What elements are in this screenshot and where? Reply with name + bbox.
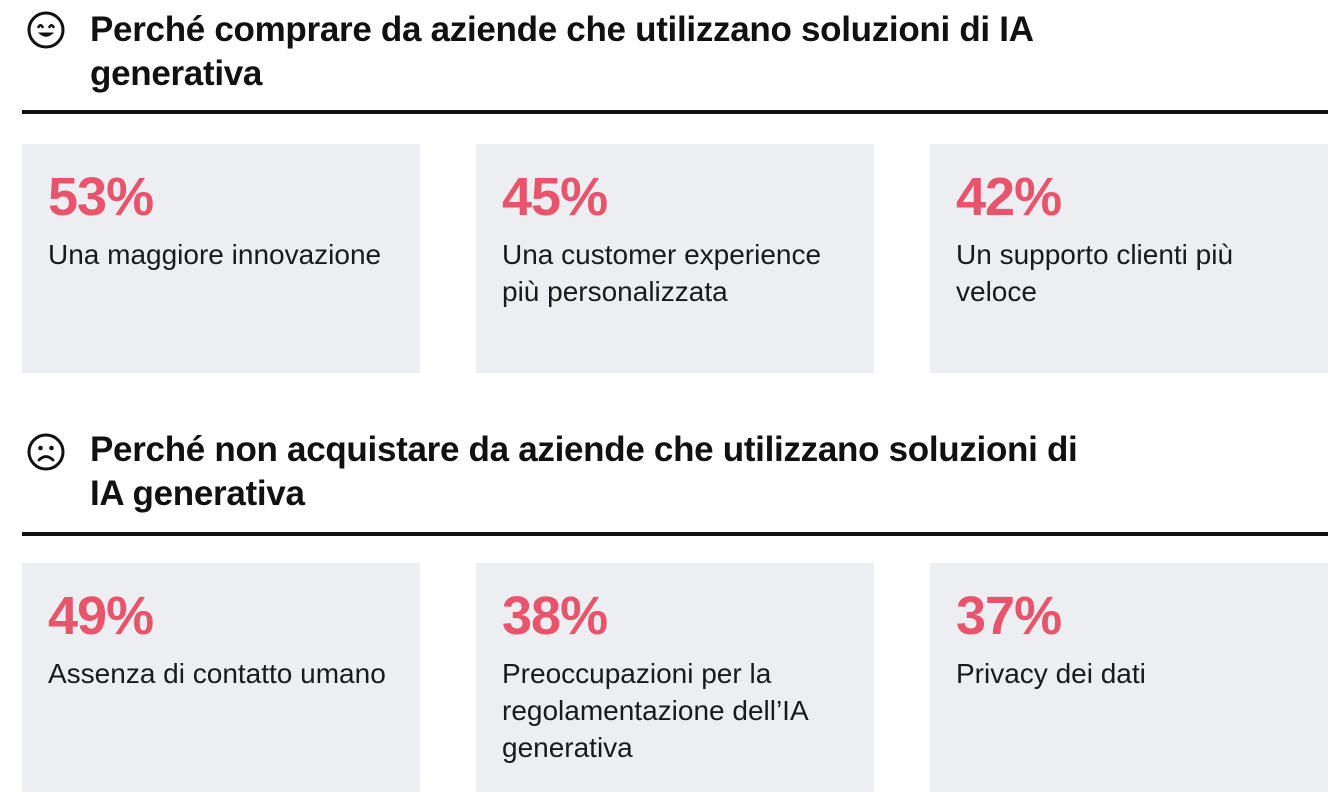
reasons-not-to-buy-cards: 49% Assenza di contatto umano 38% Preocc… (22, 563, 1328, 792)
section-divider (22, 110, 1328, 114)
reasons-to-buy-title: Perché comprare da aziende che utilizzan… (90, 10, 1033, 93)
reasons-to-buy-cards: 53% Una maggiore innovazione 45% Una cus… (22, 144, 1328, 373)
stat-percentage: 42% (956, 167, 1062, 227)
stat-percentage: 38% (502, 586, 608, 646)
stat-label: Un supporto clienti più veloce (956, 239, 1234, 307)
stat-card: 42% Un supporto clienti più veloce (930, 144, 1328, 373)
stat-card: 53% Una maggiore innovazione (22, 144, 420, 373)
stat-label: Una maggiore innovazione (48, 239, 382, 270)
reasons-to-buy-header: Perché comprare da aziende che utilizzan… (22, 0, 1328, 112)
stat-label: Una customer experience più personalizza… (502, 239, 822, 307)
reasons-not-to-buy-title: Perché non acquistare da aziende che uti… (90, 430, 1078, 513)
stat-card: 38% Preoccupazioni per la regolamentazio… (476, 563, 874, 792)
smiling-face-icon (27, 11, 65, 49)
stat-percentage: 37% (956, 586, 1062, 646)
section-divider (22, 532, 1328, 536)
stat-label: Preoccupazioni per la regolamentazione d… (502, 658, 808, 763)
stat-percentage: 45% (502, 167, 608, 227)
reasons-not-to-buy-header: Perché non acquistare da aziende che uti… (22, 420, 1328, 532)
stat-card: 45% Una customer experience più personal… (476, 144, 874, 373)
stat-label: Assenza di contatto umano (48, 658, 386, 689)
frowning-face-icon (27, 433, 65, 471)
stat-percentage: 49% (48, 586, 154, 646)
stat-label: Privacy dei dati (956, 658, 1146, 689)
stat-card: 49% Assenza di contatto umano (22, 563, 420, 792)
stat-card: 37% Privacy dei dati (930, 563, 1328, 792)
reasons-to-buy-section: Perché comprare da aziende che utilizzan… (22, 0, 1328, 373)
reasons-not-to-buy-section: Perché non acquistare da aziende che uti… (22, 420, 1328, 792)
stat-percentage: 53% (48, 167, 154, 227)
